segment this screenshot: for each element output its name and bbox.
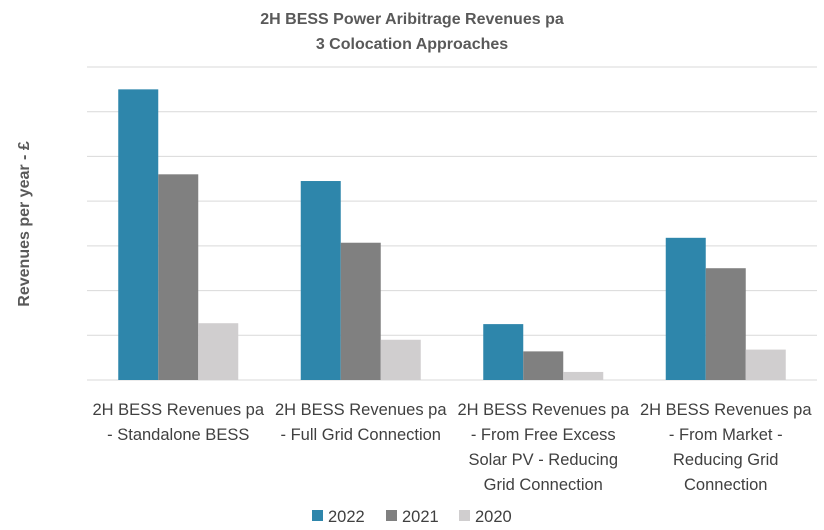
bar-2021-2: [340, 242, 381, 380]
bar-2022-4: [665, 237, 706, 380]
legend-label-2022: 2022: [328, 508, 365, 526]
legend-swatch-2022: [312, 510, 323, 521]
category-label: Connection: [684, 476, 767, 494]
legend-label-2021: 2021: [402, 508, 439, 526]
bar-2021-4: [705, 268, 746, 380]
category-label: - From Market -: [669, 426, 783, 444]
bar-2020-2: [380, 339, 421, 380]
chart-title: 2H BESS Power Aribitrage Revenues pa: [260, 11, 564, 28]
bar-2020-4: [745, 349, 786, 380]
legend-label-2020: 2020: [475, 508, 512, 526]
legend-swatch-2021: [386, 510, 397, 521]
bars: [118, 89, 786, 380]
category-label: 2H BESS Revenues pa: [92, 401, 264, 419]
category-label: Reducing Grid: [673, 451, 778, 469]
y-axis-label: Revenues per year - £: [16, 141, 33, 307]
bar-2022-1: [118, 89, 159, 380]
category-label: 2H BESS Revenues pa: [640, 401, 812, 419]
bar-2021-3: [523, 351, 564, 380]
category-label: 2H BESS Revenues pa: [457, 401, 629, 419]
category-label: 2H BESS Revenues pa: [275, 401, 447, 419]
legend-swatch-2020: [459, 510, 470, 521]
legend: 2022 2021 2020: [312, 508, 512, 526]
bar-2020-1: [198, 323, 239, 380]
bar-2022-3: [483, 324, 524, 380]
category-labels: 2H BESS Revenues pa - Standalone BESS 2H B…: [92, 401, 812, 494]
category-label: Solar PV - Reducing: [469, 451, 619, 469]
bar-2020-3: [563, 371, 604, 380]
category-label: - Standalone BESS: [107, 426, 249, 444]
bar-2022-2: [300, 181, 341, 380]
category-label: - From Free Excess: [471, 426, 616, 444]
chart-subtitle: 3 Colocation Approaches: [316, 36, 508, 53]
bar-2021-1: [158, 174, 199, 380]
category-label: - Full Grid Connection: [281, 426, 441, 444]
category-label: Grid Connection: [484, 476, 603, 494]
